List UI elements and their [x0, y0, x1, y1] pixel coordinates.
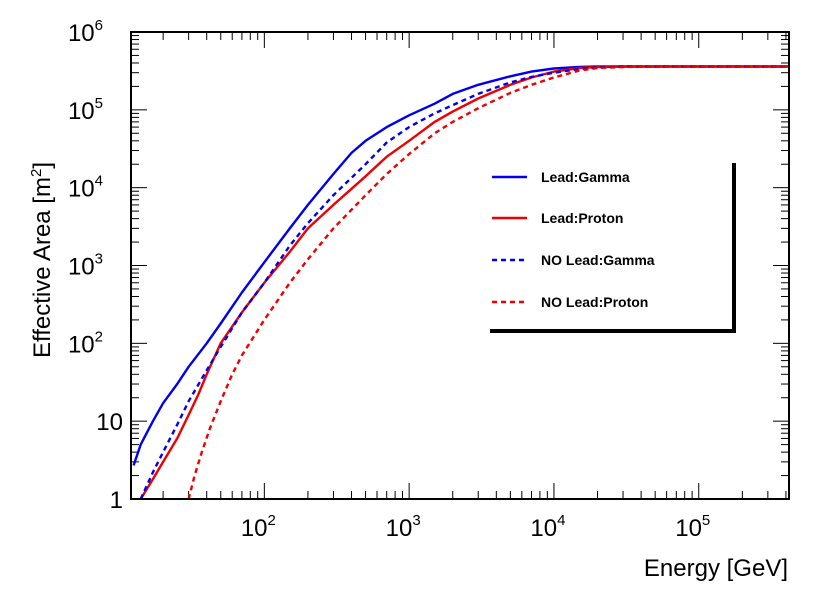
y-axis-title: Effective Area [m2]	[28, 162, 56, 358]
x-tick-labels: 102 103 104 105	[241, 512, 710, 542]
series-lines	[132, 65, 789, 500]
series-line-no-lead-gamma	[139, 65, 789, 500]
plot-frame	[130, 31, 790, 500]
y-tick-labels: 1 10 102 103 104 105 106	[68, 17, 123, 514]
y-tick-label: 102	[68, 328, 103, 358]
x-tick-label: 103	[386, 512, 421, 542]
legend-label: NO Lead:Proton	[541, 294, 648, 310]
series-line-lead-proton	[139, 65, 789, 500]
series-line-lead-gamma	[132, 65, 789, 466]
x-tick-label: 105	[675, 512, 710, 542]
legend-label: NO Lead:Gamma	[541, 252, 655, 268]
y-tick-label: 103	[68, 251, 103, 281]
y-axis-title-close: ]	[29, 162, 56, 169]
y-tick-label: 106	[68, 17, 103, 47]
y-tick-label: 105	[68, 95, 103, 125]
legend-label: Lead:Proton	[541, 210, 623, 226]
x-tick-label: 102	[241, 512, 276, 542]
axis-ticks	[131, 31, 789, 500]
y-tick-label: 1	[110, 487, 123, 514]
x-tick-label: 104	[530, 512, 565, 542]
legend-entries: Lead:Gamma Lead:Proton NO Lead:Gamma NO Lea…	[492, 169, 655, 310]
y-tick-label: 104	[68, 173, 103, 203]
legend-label: Lead:Gamma	[541, 169, 630, 185]
x-axis-title: Energy [GeV]	[644, 555, 788, 582]
y-tick-label: 10	[96, 409, 123, 436]
y-axis-title-main: Effective Area [m	[29, 177, 56, 358]
series-line-no-lead-proton	[187, 65, 789, 500]
legend: Lead:Gamma Lead:Proton NO Lead:Gamma NO Lea…	[490, 163, 736, 333]
y-axis-title-sup: 2	[28, 169, 45, 177]
